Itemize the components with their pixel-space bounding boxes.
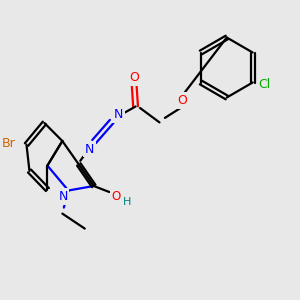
Text: N: N (114, 108, 123, 122)
Text: O: O (177, 94, 187, 107)
Text: Br: Br (2, 136, 15, 150)
Text: N: N (85, 142, 94, 156)
Text: H: H (122, 197, 131, 207)
Text: O: O (129, 71, 139, 84)
Text: O: O (112, 190, 121, 203)
Text: N: N (58, 190, 68, 203)
Text: Cl: Cl (259, 77, 271, 91)
